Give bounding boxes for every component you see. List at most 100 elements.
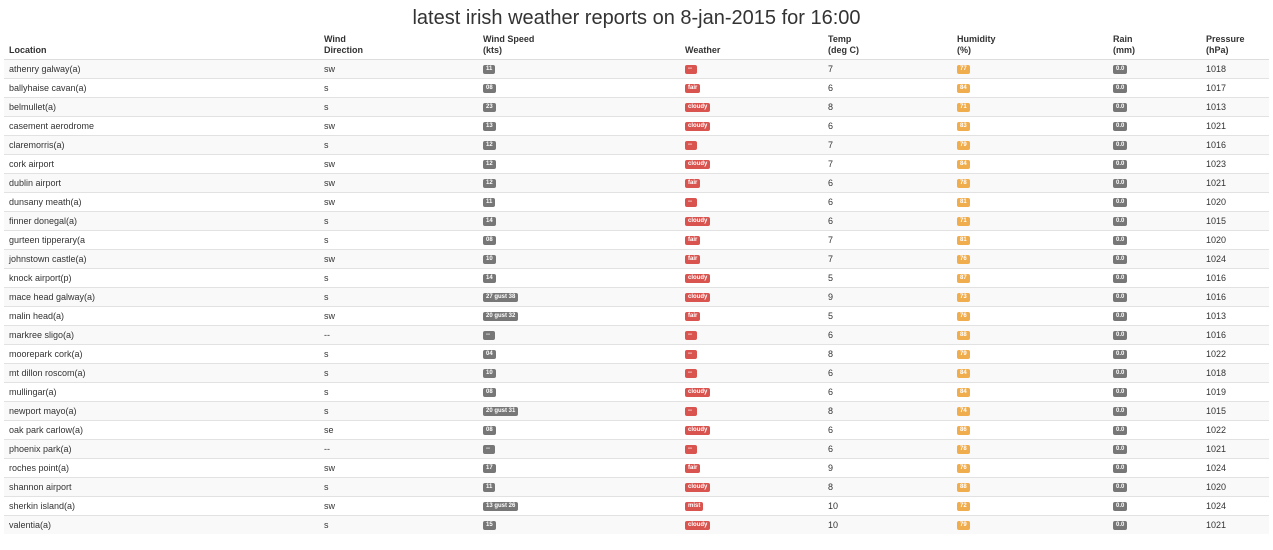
rain-badge: 0.0: [1113, 464, 1128, 474]
wind-direction-cell: --: [319, 325, 478, 345]
wind-direction-cell: sw: [319, 116, 478, 136]
wind-speed-badge: 27 gust 38: [483, 293, 519, 303]
table-body: athenry galway(a) sw 11 -- 7 77 0.0 1018 ballyha…: [4, 59, 1269, 534]
wind-direction-cell: s: [319, 211, 478, 231]
rain-badge: 0.0: [1113, 521, 1128, 531]
col-header-wind-direction[interactable]: Wind Direction: [319, 34, 478, 60]
wind-direction-cell: s: [319, 135, 478, 155]
rain-cell: 0.0: [1108, 382, 1201, 402]
weather-table: Location Wind Direction Wind Speed (kts) W…: [4, 34, 1269, 534]
pressure-cell: 1013: [1201, 306, 1269, 326]
table-row: gurteen tipperary(a s 08 fair 7 81 0.0 1020: [4, 230, 1269, 250]
weather-cell: cloudy: [680, 116, 823, 136]
weather-badge: --: [685, 407, 697, 417]
rain-badge: 0.0: [1113, 179, 1128, 189]
col-header-weather[interactable]: Weather: [680, 34, 823, 60]
pressure-cell: 1015: [1201, 401, 1269, 421]
weather-cell: fair: [680, 78, 823, 98]
location-cell: markree sligo(a): [4, 325, 319, 345]
weather-cell: --: [680, 192, 823, 212]
wind-speed-badge: 08: [483, 84, 496, 94]
col-header-location[interactable]: Location: [4, 34, 319, 60]
humidity-badge: 78: [957, 445, 970, 455]
wind-speed-badge: 14: [483, 274, 496, 284]
weather-cell: fair: [680, 230, 823, 250]
rain-cell: 0.0: [1108, 401, 1201, 421]
wind-speed-badge: 08: [483, 236, 496, 246]
rain-cell: 0.0: [1108, 458, 1201, 478]
location-cell: moorepark cork(a): [4, 344, 319, 364]
temp-cell: 10: [823, 515, 952, 534]
wind-direction-cell: s: [319, 97, 478, 117]
location-cell: johnstown castle(a): [4, 249, 319, 269]
col-header-pressure[interactable]: Pressure (hPa): [1201, 34, 1269, 60]
rain-badge: 0.0: [1113, 293, 1128, 303]
temp-cell: 7: [823, 249, 952, 269]
rain-cell: 0.0: [1108, 173, 1201, 193]
wind-speed-badge: 12: [483, 141, 496, 151]
location-cell: roches point(a): [4, 458, 319, 478]
table-row: shannon airport s 11 cloudy 8 88 0.0 1020: [4, 477, 1269, 497]
wind-speed-badge: 12: [483, 179, 496, 189]
pressure-cell: 1013: [1201, 97, 1269, 117]
wind-speed-cell: 23: [478, 97, 680, 117]
table-row: dunsany meath(a) sw 11 -- 6 81 0.0 1020: [4, 192, 1269, 212]
pressure-cell: 1021: [1201, 439, 1269, 459]
table-row: dublin airport sw 12 fair 6 78 0.0 1021: [4, 173, 1269, 193]
humidity-cell: 76: [952, 458, 1108, 478]
temp-cell: 8: [823, 344, 952, 364]
location-cell: cork airport: [4, 154, 319, 174]
wind-direction-cell: sw: [319, 496, 478, 516]
weather-cell: fair: [680, 458, 823, 478]
pressure-cell: 1018: [1201, 59, 1269, 79]
rain-badge: 0.0: [1113, 217, 1128, 227]
temp-cell: 6: [823, 116, 952, 136]
humidity-cell: 78: [952, 173, 1108, 193]
weather-badge: cloudy: [685, 426, 711, 436]
rain-badge: 0.0: [1113, 103, 1128, 113]
rain-cell: 0.0: [1108, 230, 1201, 250]
rain-badge: 0.0: [1113, 388, 1128, 398]
col-header-rain[interactable]: Rain (mm): [1108, 34, 1201, 60]
wind-speed-cell: 11: [478, 59, 680, 79]
wind-direction-cell: s: [319, 363, 478, 383]
temp-cell: 7: [823, 230, 952, 250]
temp-cell: 5: [823, 268, 952, 288]
col-header-wind-speed[interactable]: Wind Speed (kts): [478, 34, 680, 60]
col-header-humidity[interactable]: Humidity (%): [952, 34, 1108, 60]
wind-speed-cell: 08: [478, 420, 680, 440]
weather-badge: cloudy: [685, 521, 711, 531]
pressure-cell: 1018: [1201, 363, 1269, 383]
humidity-cell: 88: [952, 477, 1108, 497]
col-header-temp[interactable]: Temp (deg C): [823, 34, 952, 60]
humidity-badge: 76: [957, 464, 970, 474]
humidity-cell: 84: [952, 382, 1108, 402]
humidity-badge: 81: [957, 198, 970, 208]
wind-speed-cell: 13: [478, 116, 680, 136]
weather-badge: fair: [685, 312, 701, 322]
humidity-badge: 71: [957, 217, 970, 227]
wind-speed-badge: --: [483, 331, 495, 341]
wind-speed-badge: 23: [483, 103, 496, 113]
wind-direction-cell: sw: [319, 154, 478, 174]
wind-speed-cell: 15: [478, 515, 680, 534]
table-row: mt dillon roscom(a) s 10 -- 6 84 0.0 1018: [4, 363, 1269, 383]
pressure-cell: 1020: [1201, 192, 1269, 212]
wind-direction-cell: s: [319, 344, 478, 364]
location-cell: mt dillon roscom(a): [4, 363, 319, 383]
rain-badge: 0.0: [1113, 236, 1128, 246]
table-row: cork airport sw 12 cloudy 7 84 0.0 1023: [4, 154, 1269, 174]
rain-badge: 0.0: [1113, 369, 1128, 379]
pressure-cell: 1015: [1201, 211, 1269, 231]
location-cell: belmullet(a): [4, 97, 319, 117]
table-row: newport mayo(a) s 20 gust 31 -- 8 74 0.0 1015: [4, 401, 1269, 421]
humidity-badge: 81: [957, 236, 970, 246]
temp-cell: 8: [823, 401, 952, 421]
pressure-cell: 1024: [1201, 249, 1269, 269]
location-cell: mace head galway(a): [4, 287, 319, 307]
humidity-cell: 77: [952, 59, 1108, 79]
humidity-cell: 72: [952, 496, 1108, 516]
location-cell: newport mayo(a): [4, 401, 319, 421]
weather-cell: fair: [680, 173, 823, 193]
weather-badge: cloudy: [685, 160, 711, 170]
